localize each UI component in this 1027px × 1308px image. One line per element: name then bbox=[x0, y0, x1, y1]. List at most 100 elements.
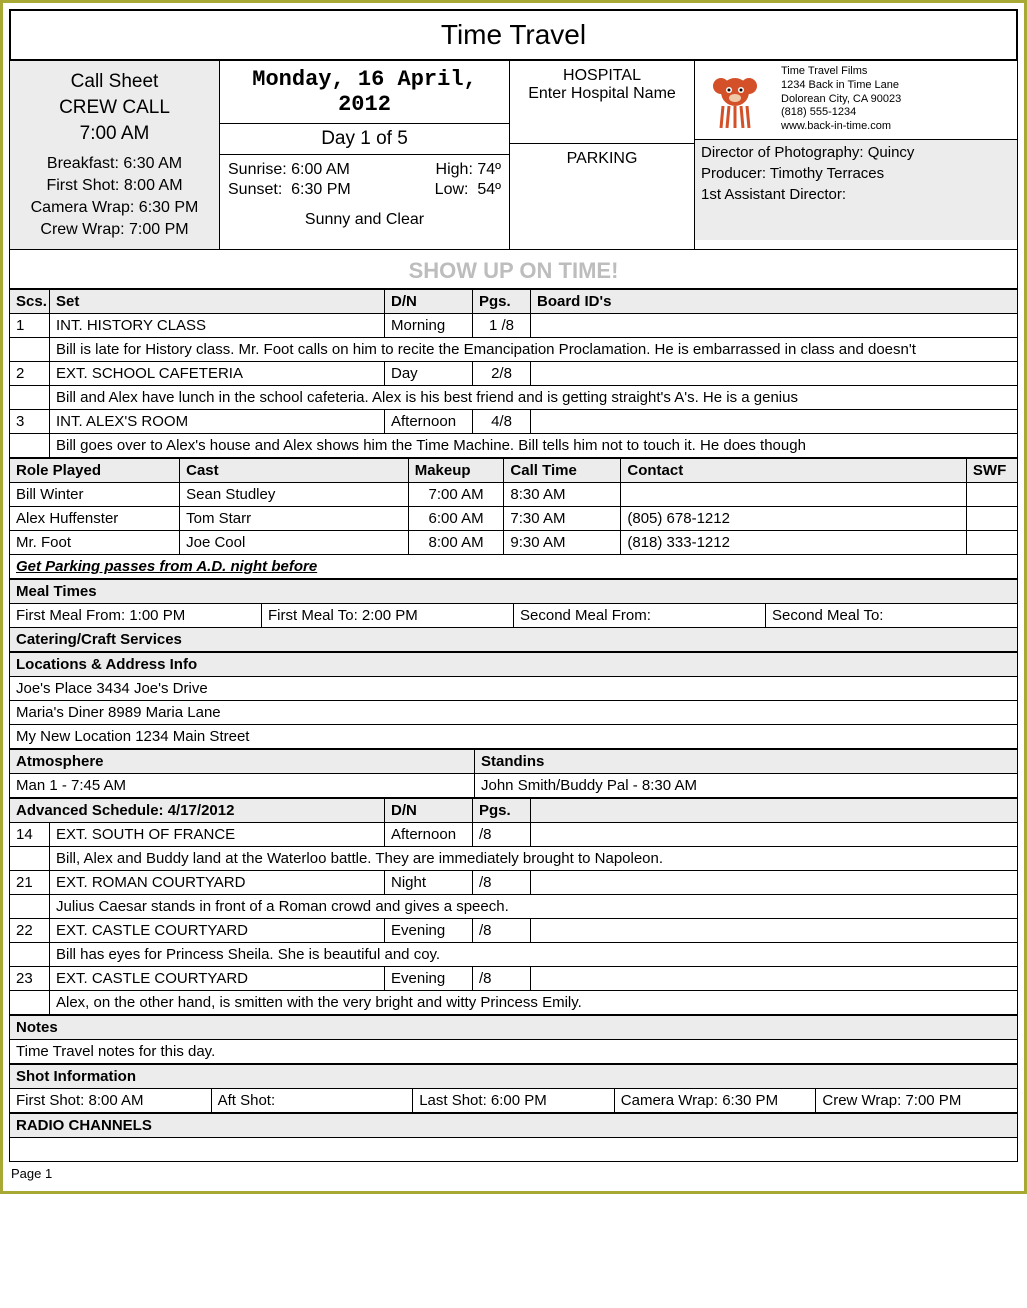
hospital-parking-block: HOSPITAL Enter Hospital Name PARKING bbox=[510, 61, 695, 249]
advanced-table: Advanced Schedule: 4/17/2012 D/N Pgs. 14… bbox=[9, 798, 1018, 1015]
adv-blank bbox=[531, 871, 1018, 895]
aft-shot: Aft Shot: bbox=[211, 1089, 413, 1113]
hospital-box: HOSPITAL Enter Hospital Name bbox=[510, 61, 694, 144]
staff-box: Director of Photography: Quincy Producer… bbox=[695, 140, 1017, 240]
atmo-table: Atmosphere Standins Man 1 - 7:45 AM John… bbox=[9, 749, 1018, 798]
radio-header: RADIO CHANNELS bbox=[10, 1114, 1018, 1138]
meals-table: Meal Times First Meal From: 1:00 PM Firs… bbox=[9, 579, 1018, 652]
second-meal-to: Second Meal To: bbox=[766, 604, 1018, 628]
adv-row: 21 EXT. ROMAN COURTYARD Night /8 bbox=[10, 871, 1018, 895]
adv-scs: 22 bbox=[10, 919, 50, 943]
location-text: Maria's Diner 8989 Maria Lane bbox=[10, 701, 1018, 725]
date-weather-block: Monday, 16 April, 2012 Day 1 of 5 Sunris… bbox=[220, 61, 510, 249]
cast-name: Joe Cool bbox=[180, 531, 409, 555]
high-val: 74º bbox=[477, 161, 501, 178]
scene-desc-row: Bill is late for History class. Mr. Foot… bbox=[10, 338, 1018, 362]
parking-label: PARKING bbox=[514, 150, 690, 168]
shotinfo-row: First Shot: 8:00 AM Aft Shot: Last Shot:… bbox=[10, 1089, 1018, 1113]
parking-note: Get Parking passes from A.D. night befor… bbox=[10, 555, 1018, 579]
adv-set: EXT. ROMAN COURTYARD bbox=[50, 871, 385, 895]
location-row: Maria's Diner 8989 Maria Lane bbox=[10, 701, 1018, 725]
scene-dn: Morning bbox=[385, 314, 473, 338]
cast-name: Tom Starr bbox=[180, 507, 409, 531]
standin-val: John Smith/Buddy Pal - 8:30 AM bbox=[475, 774, 1018, 798]
scene-dn: Afternoon bbox=[385, 410, 473, 434]
hdr-role: Role Played bbox=[10, 459, 180, 483]
cast-swf bbox=[966, 531, 1017, 555]
sunset-val: 6:30 PM bbox=[291, 181, 351, 198]
company-addr1: 1234 Back in Time Lane bbox=[781, 79, 1011, 93]
call-sheet-page: Time Travel Call Sheet CREW CALL 7:00 AM… bbox=[0, 0, 1027, 1194]
adv-row: 14 EXT. SOUTH OF FRANCE Afternoon /8 bbox=[10, 823, 1018, 847]
scene-set: EXT. SCHOOL CAFETERIA bbox=[50, 362, 385, 386]
breakfast-line: Breakfast: 6:30 AM bbox=[14, 155, 215, 173]
scene-desc: Bill is late for History class. Mr. Foot… bbox=[50, 338, 1018, 362]
crew-wrap: Crew Wrap: 7:00 PM bbox=[816, 1089, 1018, 1113]
camera-wrap-line: Camera Wrap: 6:30 PM bbox=[14, 199, 215, 217]
hdr-scs: Scs. bbox=[10, 290, 50, 314]
adv-pgs-hdr: Pgs. bbox=[473, 799, 531, 823]
cast-contact: (818) 333-1212 bbox=[621, 531, 967, 555]
ad-line: 1st Assistant Director: bbox=[701, 186, 1011, 203]
adv-desc: Alex, on the other hand, is smitten with… bbox=[50, 991, 1018, 1015]
company-text: Time Travel Films 1234 Back in Time Lane… bbox=[775, 61, 1017, 139]
first-shot: First Shot: 8:00 AM bbox=[10, 1089, 212, 1113]
scenes-header-row: Scs. Set D/N Pgs. Board ID's bbox=[10, 290, 1018, 314]
scene-pgs: 2/8 bbox=[473, 362, 531, 386]
hdr-board: Board ID's bbox=[531, 290, 1018, 314]
adv-dn: Afternoon bbox=[385, 823, 473, 847]
adv-set: EXT. CASTLE COURTYARD bbox=[50, 967, 385, 991]
scene-desc-row: Bill goes over to Alex's house and Alex … bbox=[10, 434, 1018, 458]
notes-text: Time Travel notes for this day. bbox=[10, 1040, 1018, 1064]
dp-line: Director of Photography: Quincy bbox=[701, 144, 1011, 161]
radio-table: RADIO CHANNELS bbox=[9, 1113, 1018, 1162]
locations-table: Locations & Address Info Joe's Place 343… bbox=[9, 652, 1018, 749]
crew-call-time: 7:00 AM bbox=[14, 123, 215, 145]
last-shot: Last Shot: 6:00 PM bbox=[413, 1089, 615, 1113]
adv-desc-blank bbox=[10, 895, 50, 919]
adv-header-row: Advanced Schedule: 4/17/2012 D/N Pgs. bbox=[10, 799, 1018, 823]
hdr-dn: D/N bbox=[385, 290, 473, 314]
cast-role: Alex Huffenster bbox=[10, 507, 180, 531]
cast-calltime: 8:30 AM bbox=[504, 483, 621, 507]
scene-pgs: 4/8 bbox=[473, 410, 531, 434]
scene-desc: Bill goes over to Alex's house and Alex … bbox=[50, 434, 1018, 458]
cast-role: Bill Winter bbox=[10, 483, 180, 507]
cast-makeup: 6:00 AM bbox=[408, 507, 504, 531]
notes-table: Notes Time Travel notes for this day. bbox=[9, 1015, 1018, 1064]
cast-row: Bill Winter Sean Studley 7:00 AM 8:30 AM bbox=[10, 483, 1018, 507]
day-of: Day 1 of 5 bbox=[220, 124, 509, 155]
cast-row: Mr. Foot Joe Cool 8:00 AM 9:30 AM (818) … bbox=[10, 531, 1018, 555]
cast-makeup: 8:00 AM bbox=[408, 531, 504, 555]
company-web: www.back-in-time.com bbox=[781, 120, 1011, 134]
cast-swf bbox=[966, 507, 1017, 531]
adv-pgs: /8 bbox=[473, 823, 531, 847]
cast-contact bbox=[621, 483, 967, 507]
scene-scs: 1 bbox=[10, 314, 50, 338]
catering-header: Catering/Craft Services bbox=[10, 628, 1018, 652]
scenes-table: Scs. Set D/N Pgs. Board ID's 1 INT. HIST… bbox=[9, 289, 1018, 458]
standin-header: Standins bbox=[475, 750, 1018, 774]
adv-row: 22 EXT. CASTLE COURTYARD Evening /8 bbox=[10, 919, 1018, 943]
crew-call-label: CREW CALL bbox=[14, 97, 215, 119]
scene-set: INT. ALEX'S ROOM bbox=[50, 410, 385, 434]
high-label: High: bbox=[436, 161, 473, 178]
adv-row: 23 EXT. CASTLE COURTYARD Evening /8 bbox=[10, 967, 1018, 991]
scene-board bbox=[531, 362, 1018, 386]
cast-contact: (805) 678-1212 bbox=[621, 507, 967, 531]
company-phone: (818) 555-1234 bbox=[781, 106, 1011, 120]
cast-calltime: 9:30 AM bbox=[504, 531, 621, 555]
hdr-makeup: Makeup bbox=[408, 459, 504, 483]
locations-header: Locations & Address Info bbox=[10, 653, 1018, 677]
cast-header-row: Role Played Cast Makeup Call Time Contac… bbox=[10, 459, 1018, 483]
adv-blank bbox=[531, 967, 1018, 991]
scene-scs: 2 bbox=[10, 362, 50, 386]
cast-makeup: 7:00 AM bbox=[408, 483, 504, 507]
first-meal-to: First Meal To: 2:00 PM bbox=[262, 604, 514, 628]
hospital-name: Enter Hospital Name bbox=[514, 85, 690, 103]
parking-box: PARKING bbox=[510, 144, 694, 218]
adv-set: EXT. SOUTH OF FRANCE bbox=[50, 823, 385, 847]
scene-set: INT. HISTORY CLASS bbox=[50, 314, 385, 338]
scene-desc-blank bbox=[10, 434, 50, 458]
adv-scs: 21 bbox=[10, 871, 50, 895]
